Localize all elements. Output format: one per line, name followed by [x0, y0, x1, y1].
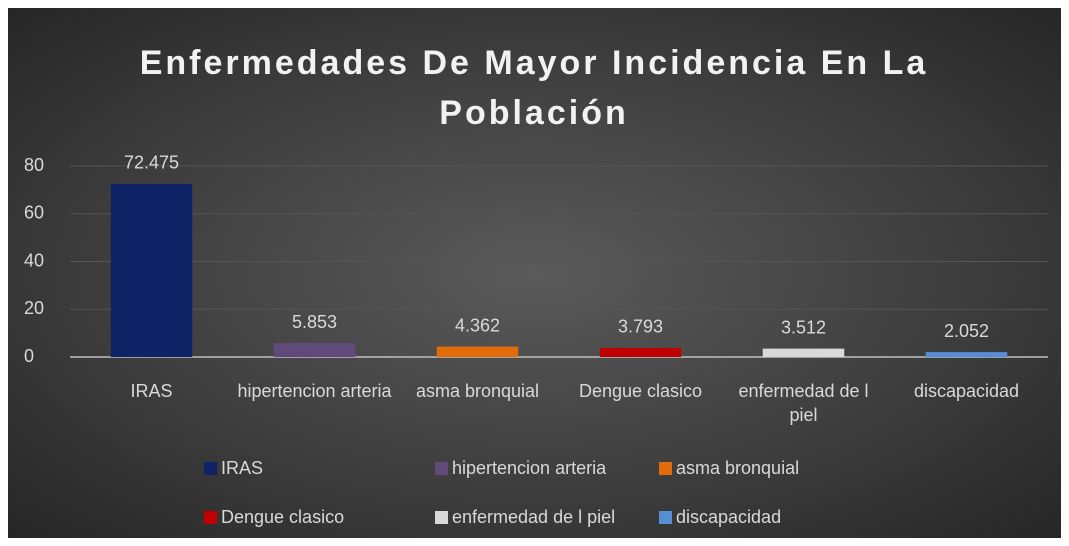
legend-entry: enfermedad de l piel — [435, 507, 615, 527]
bar — [110, 183, 193, 357]
legend-label: discapacidad — [676, 507, 782, 527]
legend-swatch — [204, 511, 217, 524]
x-tick-label: enfermedad de l piel — [738, 381, 869, 425]
value-label: 72.475 — [124, 153, 179, 173]
y-tick-label: 40 — [24, 250, 44, 270]
y-tick-label: 20 — [24, 298, 44, 318]
x-tick-label: discapacidad — [913, 381, 1020, 401]
value-label: 2.052 — [944, 321, 989, 341]
legend-label: hipertencion arteria — [452, 458, 607, 478]
chart-title: Enfermedades De Mayor Incidencia En La P… — [139, 44, 929, 132]
x-tick-label: asma bronquial — [415, 381, 540, 401]
legend-swatch — [659, 462, 672, 475]
legend-entry: IRAS — [204, 458, 263, 478]
y-tick-label: 80 — [24, 155, 44, 175]
legend-label: enfermedad de l piel — [452, 507, 616, 527]
legend-entry: discapacidad — [659, 507, 781, 527]
legend-entry: asma bronquial — [659, 458, 799, 478]
bar — [599, 347, 682, 357]
y-tick-label: 60 — [24, 203, 44, 223]
x-tick-label: hipertencion arteria — [237, 381, 392, 401]
legend-swatch — [435, 511, 448, 524]
chart: 0 20 40 60 80 72.475 5.853 4.362 3.793 3.512 2.052… — [8, 8, 1061, 538]
legend-entry: hipertencion arteria — [435, 458, 606, 478]
plot: 0 20 40 60 80 72.475 5.853 4.362 3.793 3.512 2.052 — [24, 153, 1048, 366]
value-label: 3.512 — [781, 317, 826, 337]
legend-label: IRAS — [221, 458, 264, 478]
bar — [925, 352, 1008, 357]
legend-label: asma bronquial — [676, 458, 800, 478]
bar — [762, 348, 845, 357]
legend-entry: Dengue clasico — [204, 507, 344, 527]
x-tick-label: IRAS — [130, 381, 173, 401]
x-tick-label: Dengue clasico — [578, 381, 703, 401]
legend-swatch — [435, 462, 448, 475]
value-label: 5.853 — [292, 312, 337, 332]
value-label: 4.362 — [455, 315, 500, 335]
legend-label: Dengue clasico — [221, 507, 345, 527]
bar — [436, 346, 519, 357]
bar — [273, 343, 356, 357]
y-tick-label: 0 — [24, 346, 34, 366]
value-label: 3.793 — [618, 317, 663, 337]
legend-swatch — [659, 511, 672, 524]
legend-swatch — [204, 462, 217, 475]
